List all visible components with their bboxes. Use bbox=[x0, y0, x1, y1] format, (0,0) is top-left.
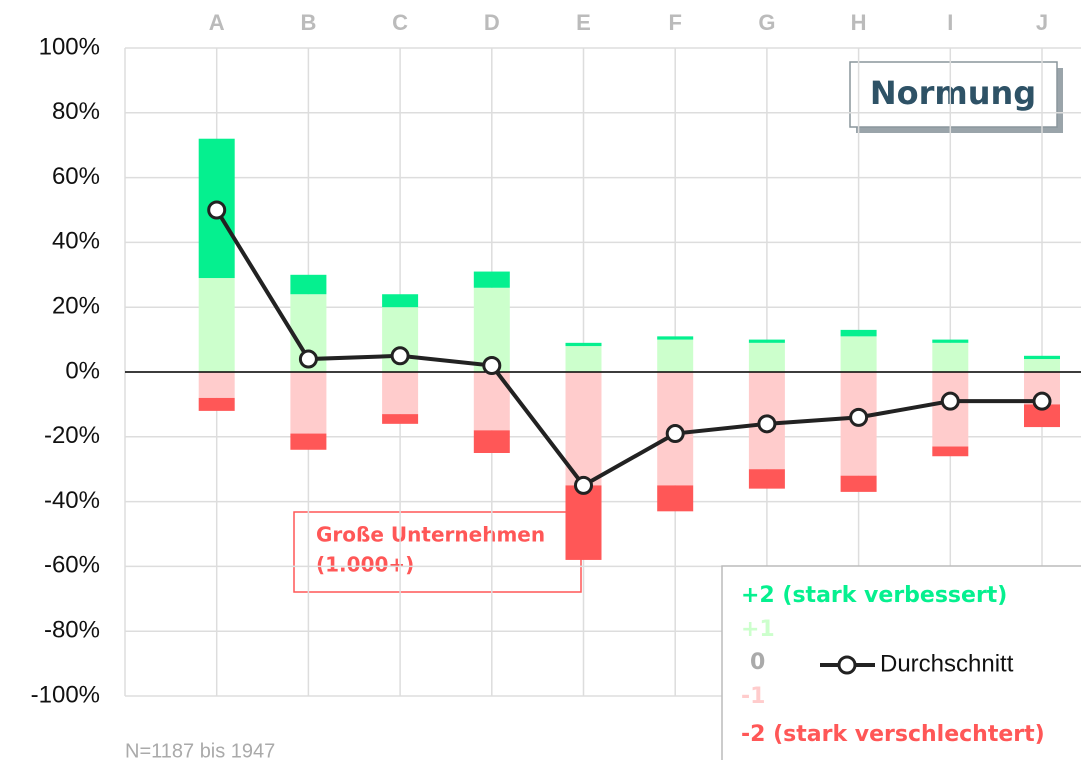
bar-segment bbox=[198, 397, 235, 411]
average-marker bbox=[390, 346, 410, 366]
x-tick-label: F bbox=[668, 10, 681, 35]
x-tick-label: H bbox=[851, 10, 867, 35]
bar-segment bbox=[382, 294, 419, 308]
average-marker bbox=[207, 200, 227, 220]
x-tick-label: A bbox=[209, 10, 225, 35]
x-tick-label: B bbox=[300, 10, 316, 35]
y-tick-label: 100% bbox=[39, 33, 100, 60]
y-tick-label: -60% bbox=[44, 552, 100, 579]
y-tick-label: -20% bbox=[44, 422, 100, 449]
bar-segment bbox=[565, 346, 602, 372]
bar-segment bbox=[840, 336, 877, 372]
average-marker bbox=[940, 391, 960, 411]
title-box bbox=[849, 61, 1058, 128]
legend-marker bbox=[837, 655, 857, 675]
footnote: N=1187 bis 1947 bbox=[125, 740, 275, 760]
bar-segment bbox=[840, 329, 877, 337]
x-tick-label: J bbox=[1036, 10, 1048, 35]
y-tick-label: 40% bbox=[52, 228, 100, 255]
bar-segment bbox=[657, 339, 694, 372]
x-tick-label: D bbox=[484, 10, 500, 35]
average-marker bbox=[482, 356, 502, 376]
y-tick-label: 20% bbox=[52, 293, 100, 320]
legend-label: 0 bbox=[750, 650, 765, 675]
average-marker bbox=[1032, 391, 1052, 411]
annotation-box bbox=[293, 511, 582, 593]
bar-segment bbox=[657, 485, 694, 512]
bar-segment bbox=[748, 469, 785, 489]
bar-segment bbox=[565, 485, 602, 560]
bar-segment bbox=[382, 414, 419, 424]
bar-segment bbox=[1024, 359, 1060, 372]
y-tick-label: -80% bbox=[44, 617, 100, 644]
bar-segment bbox=[290, 372, 327, 434]
x-tick-label: E bbox=[576, 10, 591, 35]
average-marker bbox=[849, 407, 869, 427]
chart-title: Normung bbox=[870, 74, 1036, 112]
average-marker bbox=[298, 349, 318, 369]
bar-segment bbox=[290, 433, 327, 450]
bar-segment bbox=[1024, 404, 1060, 428]
bar-segment bbox=[840, 475, 877, 492]
bar-segment bbox=[932, 342, 969, 372]
y-tick-label: 0% bbox=[65, 357, 100, 384]
bar-segment bbox=[382, 372, 419, 415]
bar-segment bbox=[748, 339, 785, 343]
average-marker bbox=[665, 424, 685, 444]
average-line bbox=[214, 208, 1042, 488]
annotation: Große Unternehmen bbox=[316, 523, 545, 547]
bar-segment bbox=[932, 339, 969, 343]
average-marker bbox=[574, 475, 593, 495]
bar-segment bbox=[657, 336, 694, 340]
y-tick-label: -100% bbox=[31, 681, 100, 708]
bar-segment bbox=[932, 446, 969, 457]
annotation: (1.000+) bbox=[316, 553, 414, 577]
x-tick-label: C bbox=[392, 10, 408, 35]
bar-segment bbox=[748, 342, 785, 372]
legend-label: -1 bbox=[741, 684, 765, 709]
x-tick-label: G bbox=[758, 10, 775, 35]
y-tick-label: 60% bbox=[52, 163, 100, 190]
y-tick-label: 80% bbox=[52, 98, 100, 125]
bar-segment bbox=[565, 342, 602, 347]
y-tick-label: -40% bbox=[44, 487, 100, 514]
bar-segment bbox=[198, 372, 235, 398]
legend-label: Durchschnitt bbox=[880, 650, 1014, 677]
legend-label: +2 (stark verbessert) bbox=[741, 583, 1007, 608]
bar-segment bbox=[473, 271, 510, 288]
average-marker bbox=[757, 414, 777, 434]
bar-segment bbox=[473, 430, 510, 453]
x-tick-label: I bbox=[947, 10, 953, 35]
legend-box bbox=[721, 565, 1081, 760]
bar-segment bbox=[290, 274, 327, 295]
legend-label: +1 bbox=[741, 617, 775, 642]
bar-segment bbox=[198, 278, 235, 372]
bar-segment bbox=[1024, 355, 1060, 360]
legend-label: -2 (stark verschlechtert) bbox=[741, 722, 1045, 747]
